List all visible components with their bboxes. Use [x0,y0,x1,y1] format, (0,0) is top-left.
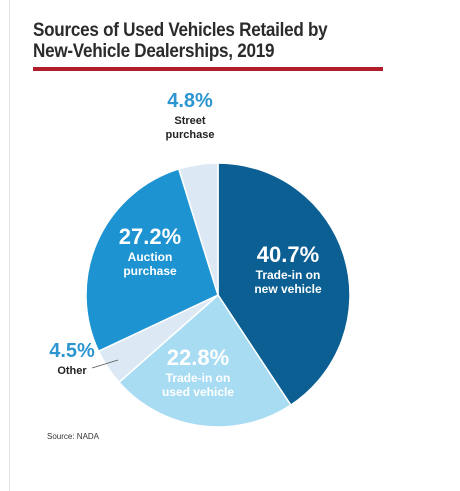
pct-label-street-purchase: 4.8% [167,90,213,112]
slice-label-street-purchase-line-2: purchase [166,129,215,141]
pie-slice-trade-in-on-used-vehicle [117,293,292,428]
pct-label-trade-in-on-used-vehicle: 22.8% [167,345,229,370]
title-underline [33,67,383,71]
chart-title-line-2: New-Vehicle Dealerships, 2019 [33,41,275,62]
pie-slice-street-purchase [177,162,219,296]
slice-label-trade-in-on-used-vehicle-line-2: used vehicle [162,385,234,399]
source-note: Source: NADA [47,432,100,441]
pct-label-auction-purchase: 27.2% [119,224,181,249]
slice-label-street-purchase-line-1: Street [174,115,206,127]
slice-label-other-line-1: Other [57,365,87,377]
slice-label-trade-in-on-used-vehicle-line-1: Trade-in on [166,371,231,385]
pct-label-other: 4.5% [49,340,95,362]
chart-title: Sources of Used Vehicles Retailed by New… [33,20,328,62]
slice-label-auction-purchase-line-1: Auction [128,250,173,264]
page-left-rule [9,0,10,491]
chart-title-line-1: Sources of Used Vehicles Retailed by [33,20,328,41]
leader-line-other [91,359,119,369]
slice-label-trade-in-on-new-vehicle-line-1: Trade-in on [256,268,321,282]
slice-label-auction-purchase-line-2: purchase [123,264,177,278]
pct-label-trade-in-on-new-vehicle: 40.7% [257,242,319,267]
slice-label-trade-in-on-new-vehicle-line-2: new vehicle [254,282,322,296]
pie-slice-auction-purchase [85,168,219,353]
